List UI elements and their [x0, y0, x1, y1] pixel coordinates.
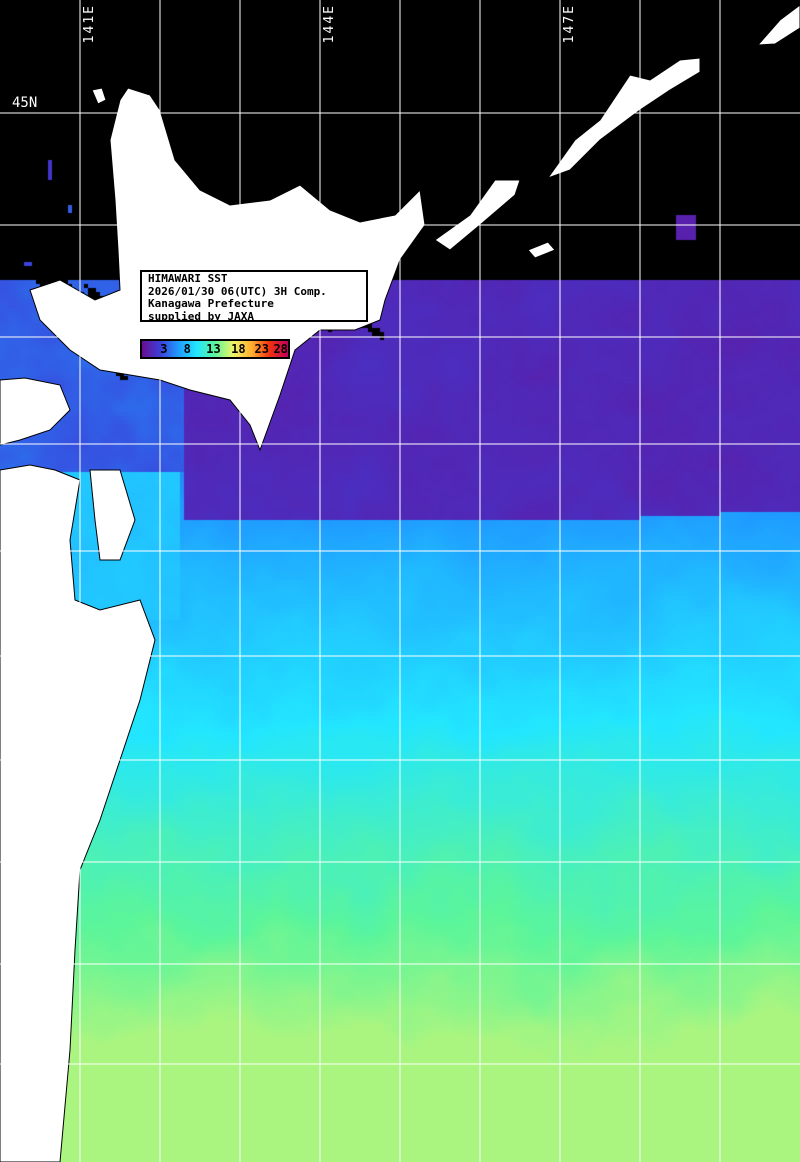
lat-label-45n: 45N	[12, 95, 38, 111]
timestamp: 2026/01/30 06(UTC) 3H Comp.	[148, 284, 327, 298]
colorbar-tick: 8	[183, 342, 191, 356]
lon-label-147e: 147E	[562, 4, 577, 44]
shimokita-peninsula	[89, 469, 136, 561]
rishiri-island	[91, 87, 107, 105]
land-masses	[0, 4, 800, 1162]
lon-label-144e: 144E	[322, 4, 337, 44]
data-source: supplied by JAXA	[148, 309, 254, 323]
oshima-peninsula	[0, 377, 71, 446]
lon-label-141e: 141E	[82, 4, 97, 44]
colorbar-tick: 18	[231, 342, 246, 356]
colorbar-tick: 23	[254, 342, 269, 356]
honshu	[0, 464, 156, 1162]
title-box: HIMAWARI SST 2026/01/30 06(UTC) 3H Comp.…	[140, 270, 368, 322]
colorbar-tick: 28	[273, 342, 288, 356]
kunashiri-island	[434, 179, 521, 251]
hokkaido	[29, 87, 426, 452]
sst-colorbar: 3 8 13 18 23 28	[140, 339, 290, 359]
colorbar-tick: 3	[160, 342, 168, 356]
publisher: Kanagawa Prefecture	[148, 297, 274, 310]
colorbar-tick: 13	[206, 342, 221, 356]
product-name: HIMAWARI SST	[148, 272, 228, 285]
etorofu-island	[546, 57, 701, 180]
shikotan-island	[527, 241, 556, 259]
urup-island	[756, 4, 800, 46]
